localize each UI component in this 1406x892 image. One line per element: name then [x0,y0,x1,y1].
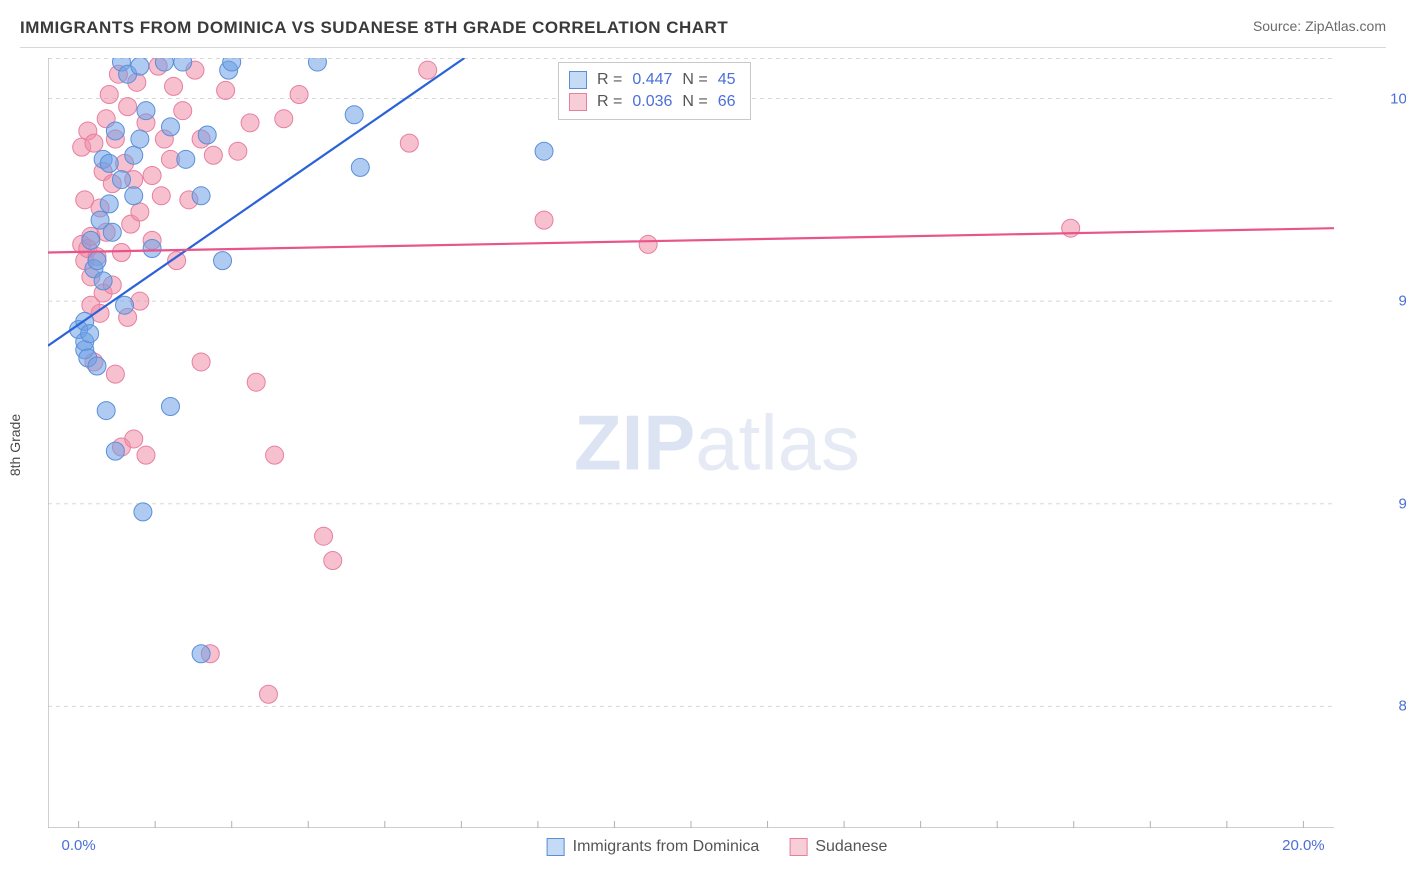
r-label: R = [597,71,622,89]
legend-item-dominica: Immigrants from Dominica [547,838,760,856]
y-tick-label: 100.0% [1390,90,1406,107]
n-label: N = [682,93,707,111]
x-tick-label: 20.0% [1282,837,1325,854]
swatch-dominica [569,71,587,89]
n-label: N = [682,71,707,89]
x-tick-label: 0.0% [62,837,96,854]
y-tick-label: 95.0% [1398,293,1406,310]
y-tick-label: 90.0% [1398,495,1406,512]
scatter-plot-svg [48,58,1334,828]
stats-row-sudanese: R = 0.036 N = 66 [569,91,736,113]
stats-legend-box: R = 0.447 N = 45 R = 0.036 N = 66 [558,62,751,120]
chart-title: IMMIGRANTS FROM DOMINICA VS SUDANESE 8TH… [20,18,728,38]
y-tick-label: 85.0% [1398,698,1406,715]
legend-swatch-dominica [547,838,565,856]
sudanese-r-value: 0.036 [632,93,672,111]
bottom-legend: Immigrants from Dominica Sudanese [547,838,888,856]
stats-row-dominica: R = 0.447 N = 45 [569,69,736,91]
source-name: ZipAtlas.com [1305,18,1386,34]
plot-container: ZIPatlas R = 0.447 N = 45 R = 0.036 N = … [48,58,1386,828]
swatch-sudanese [569,93,587,111]
source-attribution: Source: ZipAtlas.com [1253,18,1386,34]
sudanese-n-value: 66 [718,93,736,111]
legend-label-sudanese: Sudanese [815,838,887,856]
header-bar: IMMIGRANTS FROM DOMINICA VS SUDANESE 8TH… [20,18,1386,48]
y-axis-label: 8th Grade [7,414,23,476]
source-prefix: Source: [1253,18,1305,34]
legend-item-sudanese: Sudanese [789,838,887,856]
r-label: R = [597,93,622,111]
dominica-n-value: 45 [718,71,736,89]
legend-swatch-sudanese [789,838,807,856]
legend-label-dominica: Immigrants from Dominica [573,838,760,856]
dominica-r-value: 0.447 [632,71,672,89]
